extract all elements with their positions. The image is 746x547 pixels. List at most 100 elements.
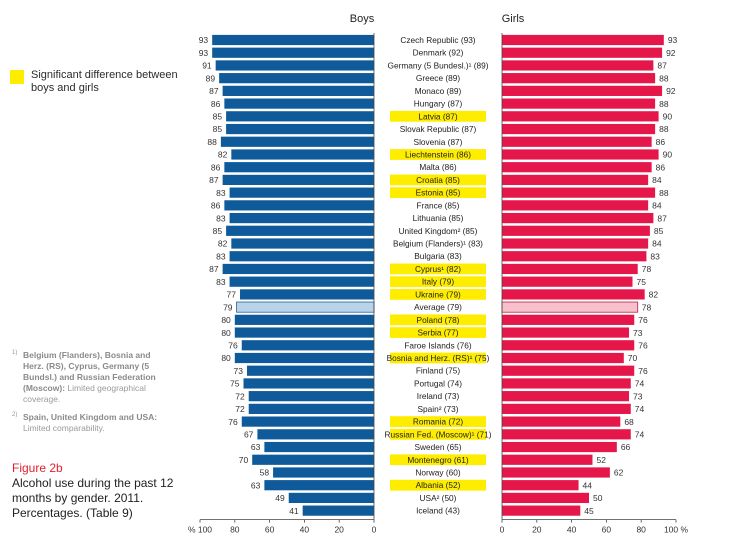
bar-boys-37: [302, 505, 374, 516]
bar-boys-27: [243, 378, 374, 389]
tick-label-boys-4: 20: [334, 525, 344, 535]
bar-boys-14: [229, 212, 374, 224]
label-girls-35: 44: [583, 480, 593, 490]
bar-girls-3: [502, 73, 656, 84]
label-boys-14: 83: [216, 213, 226, 223]
footnote-1-bold: Belgium (Flanders), Bosnia and Herz. (RS…: [23, 350, 156, 393]
footnote-1-text: Limited geographical coverage.: [23, 383, 146, 404]
label-boys-3: 89: [206, 73, 216, 83]
label-boys-12: 83: [216, 188, 226, 198]
bar-boys-30: [241, 416, 374, 427]
tick-label-girls-0: 0: [500, 525, 505, 535]
label-boys-25: 80: [221, 353, 231, 363]
bar-boys-22: [234, 314, 374, 325]
footnote-1: 1) Belgium (Flanders), Bosnia and Herz. …: [12, 350, 162, 405]
highlight-row-9: [390, 149, 486, 160]
label-girls-37: 45: [584, 506, 594, 516]
label-girls-25: 70: [628, 353, 638, 363]
bar-boys-20: [240, 289, 374, 300]
country-label-13: France (85): [417, 200, 460, 210]
bar-girls-10: [502, 162, 652, 173]
bar-girls-5: [502, 98, 656, 109]
country-label-37: Iceland (43): [416, 506, 460, 516]
bar-girls-9: [502, 149, 659, 160]
country-label-7: Slovak Republic (87): [400, 124, 477, 134]
footnote-2-text: Limited comparability.: [23, 423, 105, 433]
label-boys-23: 80: [221, 328, 231, 338]
label-boys-21: 79: [223, 302, 233, 312]
bar-girls-22: [502, 314, 635, 325]
bar-girls-8: [502, 136, 652, 147]
tick-label-boys-1: 80: [230, 525, 240, 535]
highlight-row-12: [390, 187, 486, 199]
country-label-23: Serbia (77): [417, 328, 458, 338]
label-girls-11: 84: [652, 175, 662, 185]
label-boys-13: 86: [211, 201, 221, 211]
country-label-29: Spain² (73): [417, 404, 458, 414]
label-boys-29: 72: [235, 404, 245, 414]
highlight-row-19: [390, 276, 486, 288]
label-girls-9: 90: [663, 150, 673, 160]
bar-girls-19: [502, 276, 633, 287]
bar-boys-19: [229, 276, 374, 287]
label-boys-24: 76: [228, 340, 238, 350]
bar-girls-4: [502, 85, 663, 96]
label-girls-30: 68: [624, 417, 634, 427]
bar-girls-18: [502, 263, 638, 275]
bar-girls-2: [502, 60, 654, 71]
country-label-35: Albania (52): [416, 480, 461, 490]
country-label-34: Norway (60): [415, 467, 460, 477]
label-girls-29: 74: [635, 404, 645, 414]
bar-girls-0: [502, 34, 664, 46]
label-boys-27: 75: [230, 379, 240, 389]
bar-boys-6: [226, 111, 374, 122]
label-girls-6: 90: [663, 112, 673, 122]
label-boys-5: 86: [211, 99, 221, 109]
country-label-4: Monaco (89): [415, 86, 462, 96]
label-girls-19: 75: [637, 277, 647, 287]
label-boys-32: 63: [251, 442, 261, 452]
label-girls-36: 50: [593, 493, 603, 503]
label-girls-5: 88: [659, 99, 669, 109]
label-boys-11: 87: [209, 175, 219, 185]
country-label-25: Bosnia and Herz. (RS)¹ (75): [387, 353, 490, 363]
label-girls-2: 87: [657, 61, 667, 71]
country-label-5: Hungary (87): [414, 99, 463, 109]
country-label-32: Sweden (65): [414, 442, 461, 452]
bar-boys-15: [226, 225, 374, 236]
country-label-1: Denmark (92): [413, 48, 464, 58]
country-label-12: Estonia (85): [416, 188, 461, 198]
country-label-30: Romania (72): [413, 417, 464, 427]
bar-girls-32: [502, 441, 617, 453]
country-label-28: Ireland (73): [417, 391, 460, 401]
bar-boys-28: [248, 391, 374, 402]
label-girls-16: 84: [652, 239, 662, 249]
label-boys-22: 80: [221, 315, 231, 325]
bar-girls-27: [502, 378, 631, 389]
label-girls-1: 92: [666, 48, 676, 58]
bar-boys-12: [229, 187, 374, 198]
tick-label-girls-3: 60: [602, 525, 612, 535]
label-girls-12: 88: [659, 188, 669, 198]
bar-boys-7: [226, 123, 374, 135]
label-girls-32: 66: [621, 442, 631, 452]
country-label-6: Latvia (87): [418, 111, 457, 121]
bar-boys-4: [222, 85, 374, 96]
label-girls-34: 62: [614, 468, 624, 478]
bar-boys-2: [215, 60, 374, 71]
label-boys-15: 85: [213, 226, 223, 236]
highlight-row-35: [390, 479, 486, 491]
bar-girls-17: [502, 251, 647, 262]
tick-label-boys-0: % 100: [188, 525, 212, 535]
bar-boys-36: [288, 492, 374, 504]
bar-boys-18: [222, 263, 374, 275]
label-boys-17: 83: [216, 251, 226, 261]
bar-boys-33: [252, 454, 374, 465]
bar-boys-0: [212, 34, 374, 46]
bar-boys-35: [264, 480, 374, 491]
label-boys-34: 58: [260, 468, 270, 478]
bar-boys-16: [231, 238, 374, 249]
label-girls-0: 93: [668, 35, 678, 45]
country-label-14: Lithuania (85): [413, 213, 464, 223]
bar-boys-10: [224, 162, 374, 173]
